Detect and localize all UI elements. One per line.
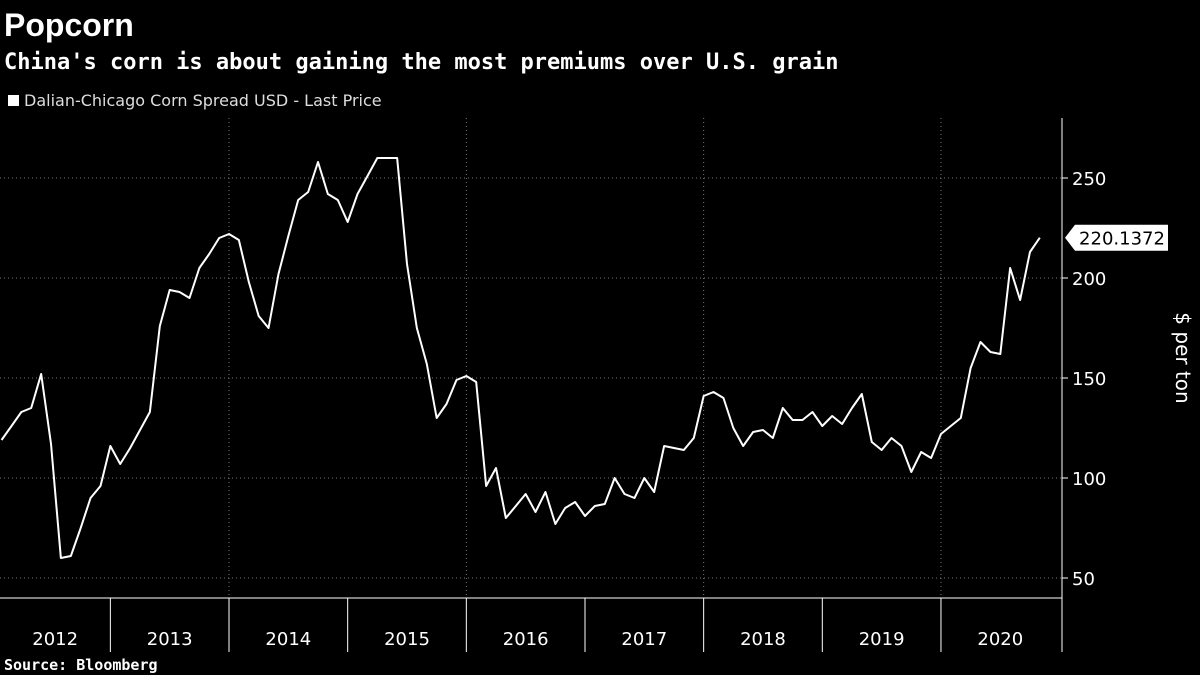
x-tick-label: 2014	[265, 629, 311, 650]
x-tick-label: 2012	[32, 629, 78, 650]
legend-swatch	[8, 95, 19, 106]
legend-label: Dalian-Chicago Corn Spread USD - Last Pr…	[24, 91, 382, 110]
x-tick-label: 2017	[621, 629, 667, 650]
y-tick-label: 250	[1072, 169, 1106, 190]
y-tick-label: 200	[1072, 269, 1106, 290]
source: Source: Bloomberg	[4, 656, 158, 674]
chart-title: Popcorn	[4, 7, 134, 43]
chart-subtitle: China's corn is about gaining the most p…	[4, 50, 838, 75]
x-tick-label: 2015	[384, 629, 430, 650]
x-tick-label: 2013	[147, 629, 193, 650]
last-price-label: 220.1372	[1079, 229, 1165, 250]
y-tick-label: 100	[1072, 469, 1106, 490]
line	[0, 157, 1041, 559]
y-tick-label: 150	[1072, 369, 1106, 390]
x-tick-label: 2019	[859, 629, 905, 650]
y-axis-label: $ per ton	[1171, 312, 1195, 403]
x-tick-label: 2016	[503, 629, 549, 650]
x-tick-label: 2018	[740, 629, 786, 650]
last-price-tag	[1065, 224, 1168, 251]
x-tick-label: 2020	[977, 629, 1023, 650]
y-tick-label: 50	[1072, 569, 1095, 590]
